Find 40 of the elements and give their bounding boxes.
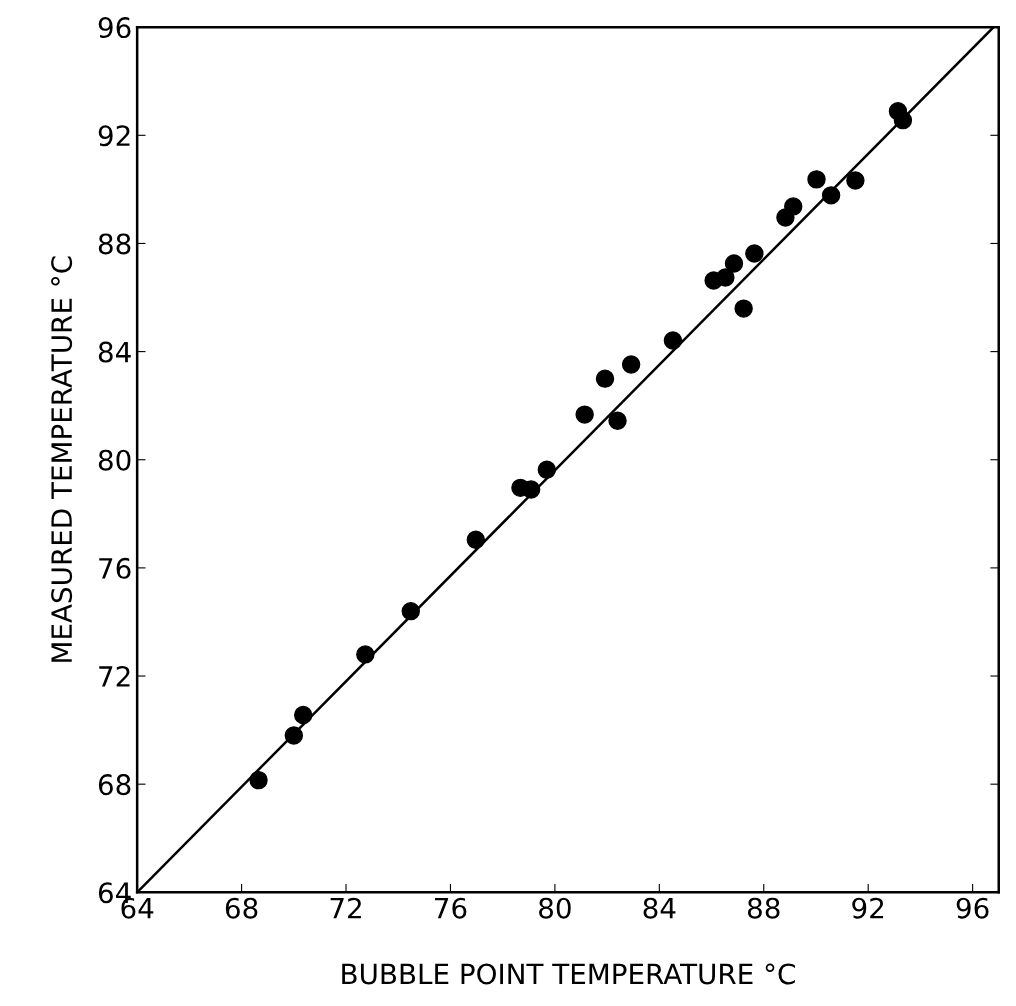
- point: [575, 405, 594, 424]
- y-tick-label: 84: [98, 341, 131, 363]
- point: [821, 186, 841, 205]
- y-tick-label: 80: [98, 449, 131, 471]
- x-tick-label: 76: [435, 897, 467, 919]
- point: [621, 355, 641, 374]
- point: [537, 460, 556, 479]
- point: [893, 110, 913, 130]
- point: [608, 411, 627, 431]
- point: [846, 171, 865, 190]
- point: [356, 645, 375, 664]
- point: [807, 170, 826, 189]
- x-tick-label: 72: [330, 897, 361, 919]
- y-tick-label: 76: [99, 557, 131, 579]
- x-axis-title: BUBBLE POINT TEMPERATURE °C: [342, 963, 795, 985]
- point: [745, 244, 764, 263]
- y-tick-label: 96: [98, 17, 131, 39]
- point: [734, 299, 753, 318]
- point: [663, 331, 683, 350]
- point: [716, 268, 735, 287]
- x-tick-label: 68: [225, 897, 258, 919]
- y-tick-label: 68: [98, 774, 131, 796]
- point: [784, 197, 803, 216]
- point: [724, 254, 744, 273]
- point: [466, 530, 485, 549]
- y-tick-label: 92: [98, 125, 130, 147]
- point: [401, 601, 420, 621]
- x-tick-label: 92: [852, 897, 884, 919]
- y-tick-label: 72: [99, 665, 130, 687]
- x-tick-label: 84: [643, 897, 676, 919]
- y-axis-title: MEASURED TEMPERATURE °C: [51, 256, 73, 662]
- point: [249, 770, 268, 790]
- x-tick-label: 88: [747, 897, 780, 919]
- point: [284, 726, 304, 745]
- x-tick-label: 80: [539, 897, 571, 919]
- point: [521, 480, 541, 499]
- point: [595, 369, 615, 388]
- y-tick-label: 88: [98, 233, 131, 255]
- x-tick-label: 96: [956, 897, 989, 919]
- point: [294, 705, 313, 725]
